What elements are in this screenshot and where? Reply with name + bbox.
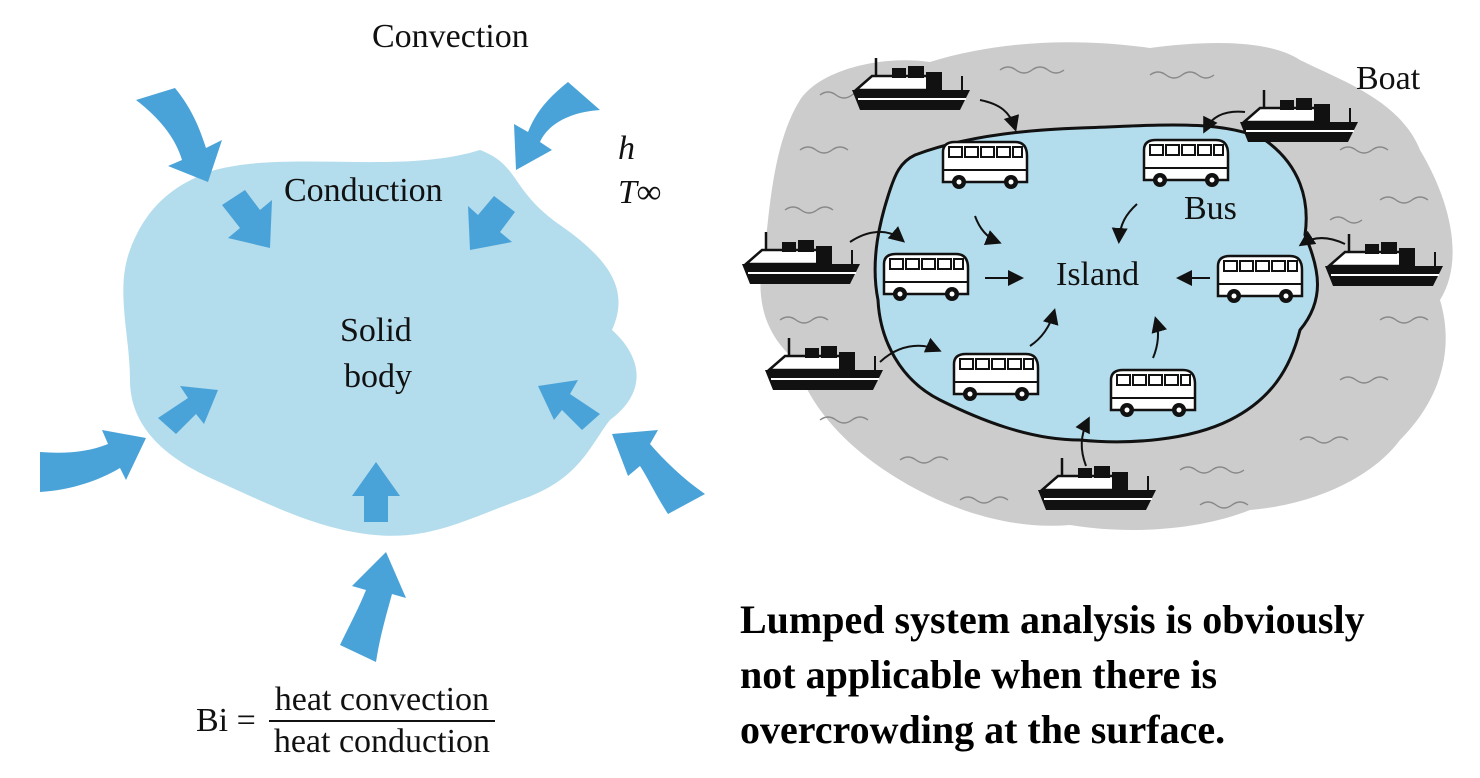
convection-arrow-left — [40, 430, 146, 492]
conduction-arrow-left — [158, 386, 218, 434]
bus-right — [1216, 254, 1304, 305]
arrow-bus-top-left — [974, 215, 1002, 245]
bus-left — [882, 252, 970, 303]
biot-numerator: heat convection — [268, 682, 496, 722]
solid-body-label-line2: body — [344, 358, 412, 395]
biot-symbol: Bi = — [196, 702, 256, 739]
arrow-boat-to-island-left-lower — [879, 337, 942, 363]
conduction-arrow-top-left — [222, 190, 272, 248]
solid-body-shape — [123, 150, 637, 536]
solid-body-label-line1: Solid — [340, 312, 412, 349]
conduction-arrow-right — [538, 380, 600, 430]
caption-line3: overcrowding at the surface. — [740, 707, 1226, 752]
bus-top-left — [941, 140, 1029, 191]
convection-arrow-top-right — [514, 82, 600, 170]
arrow-bus-top-right — [1111, 203, 1138, 244]
arrow-boat-to-island-left-upper — [849, 226, 906, 243]
island-label: Island — [1056, 256, 1140, 293]
bus-top-right — [1142, 138, 1230, 189]
convection-label: Convection — [372, 18, 529, 55]
conduction-arrow-top-right — [468, 196, 515, 250]
caption: Lumped system analysis is obviously not … — [740, 592, 1475, 757]
caption-line2: not applicable when there is — [740, 652, 1218, 697]
bus-bottom-left — [952, 352, 1040, 403]
arrow-boat-to-island-top-right — [1203, 110, 1246, 134]
convection-arrow-bottom — [340, 552, 406, 662]
conduction-label: Conduction — [284, 172, 443, 209]
h-label: h — [618, 130, 635, 167]
arrow-boat-to-island-right — [1298, 230, 1346, 247]
arrow-boat-to-island-top — [979, 99, 1020, 132]
convection-arrow-top-left — [136, 88, 222, 182]
caption-line1: Lumped system analysis is obviously — [740, 597, 1365, 642]
arrow-bus-bottom-left — [1029, 308, 1059, 347]
arrow-bus-bottom-right — [1151, 316, 1167, 359]
arrow-boat-to-island-bottom — [1075, 416, 1090, 467]
boat-label: Boat — [1356, 60, 1421, 97]
bus-bottom-right — [1109, 368, 1197, 419]
wave-lines — [779, 66, 1429, 509]
t-inf-label: T∞ — [618, 174, 662, 211]
biot-denominator: heat conduction — [273, 723, 491, 760]
conduction-arrow-bottom — [352, 462, 400, 522]
convection-arrow-right — [612, 430, 705, 514]
bus-label: Bus — [1184, 190, 1237, 227]
biot-number-formula: Bi = heat convection heat conduction — [196, 682, 496, 760]
